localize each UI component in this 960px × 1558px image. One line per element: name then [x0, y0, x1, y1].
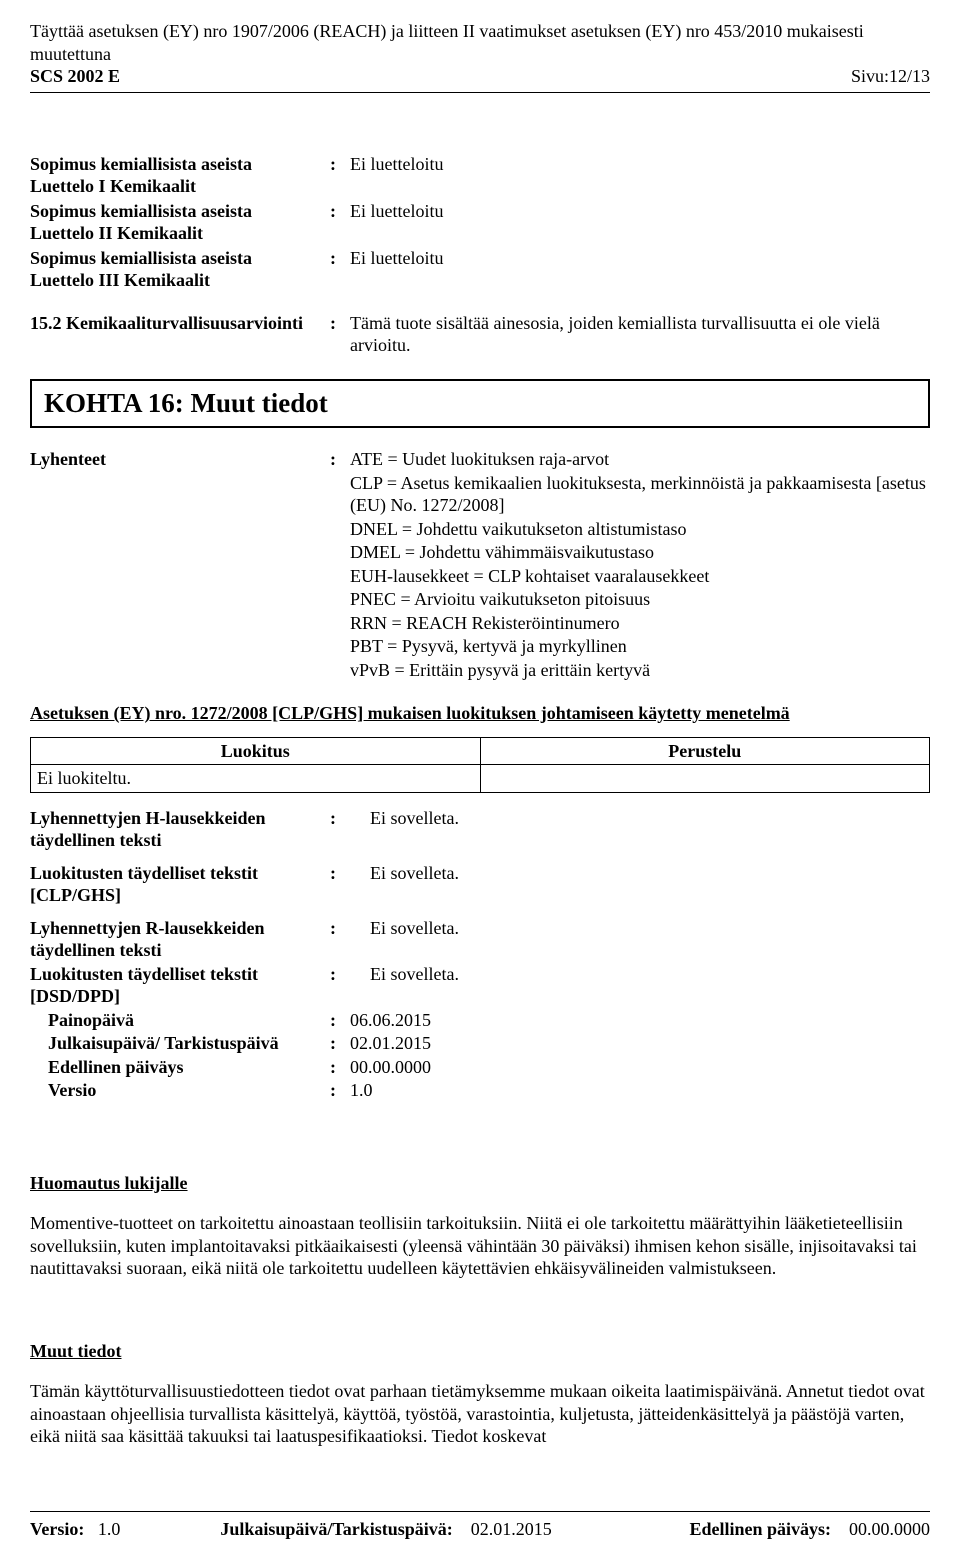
- colon: :: [330, 312, 350, 335]
- r-phrases-value: Ei sovelleta.: [350, 917, 930, 940]
- section-16-title: KOHTA 16: Muut tiedot: [44, 388, 328, 418]
- col-classification: Luokitus: [31, 737, 481, 765]
- abbreviations-list: ATE = Uudet luokituksen raja-arvot CLP =…: [350, 448, 930, 682]
- document-page: Täyttää asetuksen (EY) nro 1907/2006 (RE…: [0, 0, 960, 1558]
- abbr-item: ATE = Uudet luokituksen raja-arvot: [350, 448, 930, 471]
- abbr-item: EUH-lausekkeet = CLP kohtaiset vaaralaus…: [350, 565, 930, 588]
- footer-date-label: Julkaisupäivä/Tarkistuspäivä:: [220, 1519, 452, 1539]
- page-indicator: Sivu:12/13: [851, 65, 930, 88]
- abbr-item: RRN = REACH Rekisteröintinumero: [350, 612, 930, 635]
- section-16-box: KOHTA 16: Muut tiedot: [30, 379, 930, 429]
- prev-date-value: 00.00.0000: [350, 1056, 930, 1079]
- classification-table: Luokitus Perustelu Ei luokiteltu.: [30, 737, 930, 793]
- header-line1: Täyttää asetuksen (EY) nro 1907/2006 (RE…: [30, 20, 930, 43]
- abbr-item: DMEL = Johdettu vähimmäisvaikutustaso: [350, 541, 930, 564]
- table-header-row: Luokitus Perustelu: [31, 737, 930, 765]
- h-phrases-label-a: Lyhennettyjen H-lausekkeiden: [30, 807, 330, 830]
- colon: :: [330, 917, 350, 940]
- cwc-list1-label-b: Luettelo I Kemikaalit: [30, 175, 330, 198]
- print-date-label: Painopäivä: [48, 1009, 330, 1032]
- footer-prev-value: 00.00.0000: [849, 1519, 930, 1539]
- h-phrases-value: Ei sovelleta.: [350, 807, 930, 830]
- issue-date-value: 02.01.2015: [350, 1032, 930, 1055]
- cwc-list3-label-a: Sopimus kemiallisista aseista: [30, 247, 330, 270]
- colon: :: [330, 153, 350, 176]
- colon: :: [330, 200, 350, 223]
- header-line2: muutettuna: [30, 43, 930, 66]
- footer-version-label: Versio:: [30, 1519, 84, 1539]
- clp-class-label-a: Luokitusten täydelliset tekstit: [30, 862, 330, 885]
- abbr-item: DNEL = Johdettu vaikutukseton altistumis…: [350, 518, 930, 541]
- colon: :: [330, 247, 350, 270]
- safety-assessment-label: 15.2 Kemikaaliturvallisuusarviointi: [30, 312, 330, 335]
- colon: :: [330, 1032, 350, 1055]
- issue-date-label: Julkaisupäivä/ Tarkistuspäivä: [48, 1032, 330, 1055]
- footer-version: Versio: 1.0: [30, 1518, 120, 1541]
- cwc-list2-value: Ei luetteloitu: [350, 200, 930, 223]
- h-phrases-label-b: täydellinen teksti: [30, 829, 330, 852]
- cell-justification: [480, 765, 930, 793]
- version-label: Versio: [48, 1079, 330, 1102]
- other-info-text: Tämän käyttöturvallisuustiedotteen tiedo…: [30, 1380, 930, 1448]
- colon: :: [330, 448, 350, 471]
- col-justification: Perustelu: [480, 737, 930, 765]
- colon: :: [330, 963, 350, 986]
- r-phrases-label-b: täydellinen teksti: [30, 939, 330, 962]
- table-row: Ei luokiteltu.: [31, 765, 930, 793]
- safety-assessment-block: 15.2 Kemikaaliturvallisuusarviointi : Tä…: [30, 312, 930, 357]
- colon: :: [330, 862, 350, 885]
- colon: :: [330, 1079, 350, 1102]
- cwc-list1-value: Ei luetteloitu: [350, 153, 930, 176]
- details-block: Lyhennettyjen H-lausekkeiden täydellinen…: [30, 807, 930, 1102]
- print-date-value: 06.06.2015: [350, 1009, 930, 1032]
- dsd-class-label-b: [DSD/DPD]: [30, 985, 330, 1008]
- abbreviations-block: Lyhenteet : ATE = Uudet luokituksen raja…: [30, 448, 930, 682]
- cwc-list2-label-a: Sopimus kemiallisista aseista: [30, 200, 330, 223]
- page-number: 12/13: [889, 66, 930, 86]
- cwc-list2-label-b: Luettelo II Kemikaalit: [30, 222, 330, 245]
- footer-prev-label: Edellinen päiväys:: [689, 1519, 831, 1539]
- abbr-item: PBT = Pysyvä, kertyvä ja myrkyllinen: [350, 635, 930, 658]
- footer-prev: Edellinen päiväys: 00.00.0000: [689, 1518, 930, 1541]
- safety-assessment-value: Tämä tuote sisältää ainesosia, joiden ke…: [350, 312, 930, 357]
- chemical-weapons-block: Sopimus kemiallisista aseista Luettelo I…: [30, 153, 930, 292]
- abbreviations-label: Lyhenteet: [30, 448, 330, 471]
- dsd-class-value: Ei sovelleta.: [350, 963, 930, 986]
- dsd-class-label-a: Luokitusten täydelliset tekstit: [30, 963, 330, 986]
- cwc-list3-value: Ei luetteloitu: [350, 247, 930, 270]
- page-footer: Versio: 1.0 Julkaisupäivä/Tarkistuspäivä…: [30, 1511, 930, 1541]
- abbr-item: CLP = Asetus kemikaalien luokituksesta, …: [350, 472, 930, 517]
- product-code: SCS 2002 E: [30, 65, 120, 88]
- abbr-item: PNEC = Arvioitu vaikutukseton pitoisuus: [350, 588, 930, 611]
- cwc-list1-label-a: Sopimus kemiallisista aseista: [30, 153, 330, 176]
- footer-divider: [30, 1511, 930, 1512]
- page-header: Täyttää asetuksen (EY) nro 1907/2006 (RE…: [30, 20, 930, 88]
- other-info-title: Muut tiedot: [30, 1340, 930, 1363]
- footer-version-value: 1.0: [98, 1519, 121, 1539]
- footer-date-value: 02.01.2015: [471, 1519, 552, 1539]
- header-divider: [30, 92, 930, 93]
- prev-date-label: Edellinen päiväys: [48, 1056, 330, 1079]
- clp-class-value: Ei sovelleta.: [350, 862, 930, 885]
- reader-note-title: Huomautus lukijalle: [30, 1172, 930, 1195]
- abbr-item: vPvB = Erittäin pysyvä ja erittäin kerty…: [350, 659, 930, 682]
- colon: :: [330, 1056, 350, 1079]
- cwc-list3-label-b: Luettelo III Kemikaalit: [30, 269, 330, 292]
- colon: :: [330, 1009, 350, 1032]
- page-label: Sivu:: [851, 66, 889, 86]
- version-value: 1.0: [350, 1079, 930, 1102]
- colon: :: [330, 807, 350, 830]
- r-phrases-label-a: Lyhennettyjen R-lausekkeiden: [30, 917, 330, 940]
- cell-classification: Ei luokiteltu.: [31, 765, 481, 793]
- footer-date: Julkaisupäivä/Tarkistuspäivä: 02.01.2015: [220, 1518, 551, 1541]
- procedure-heading: Asetuksen (EY) nro. 1272/2008 [CLP/GHS] …: [30, 702, 930, 725]
- reader-note-text: Momentive-tuotteet on tarkoitettu ainoas…: [30, 1212, 930, 1280]
- clp-class-label-b: [CLP/GHS]: [30, 884, 330, 907]
